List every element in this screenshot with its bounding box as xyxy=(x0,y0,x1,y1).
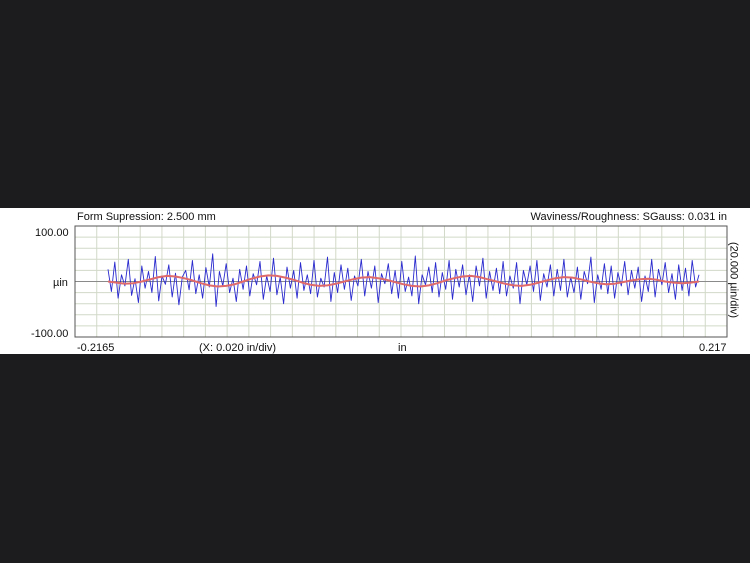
x-scale-note: (X: 0.020 in/div) xyxy=(199,342,277,354)
roughness-profile-line xyxy=(107,253,700,307)
profile-chart xyxy=(74,225,728,338)
y-unit-label: µin xyxy=(53,277,68,289)
form-suppression-label: Form Supression: 2.500 mm xyxy=(77,211,216,223)
x-unit-label: in xyxy=(398,342,407,354)
x-right-tick: 0.217 xyxy=(699,342,727,354)
y-bottom-tick: -100.00 xyxy=(31,328,69,340)
y-top-tick: 100.00 xyxy=(35,227,69,239)
waviness-profile-line xyxy=(107,274,700,288)
x-left-tick: -0.2165 xyxy=(77,342,115,354)
waviness-roughness-label: Waviness/Roughness: SGauss: 0.031 in xyxy=(530,211,727,223)
plot-frame xyxy=(74,225,728,338)
chart-panel: Form Supression: 2.500 mm Waviness/Rough… xyxy=(0,208,750,354)
